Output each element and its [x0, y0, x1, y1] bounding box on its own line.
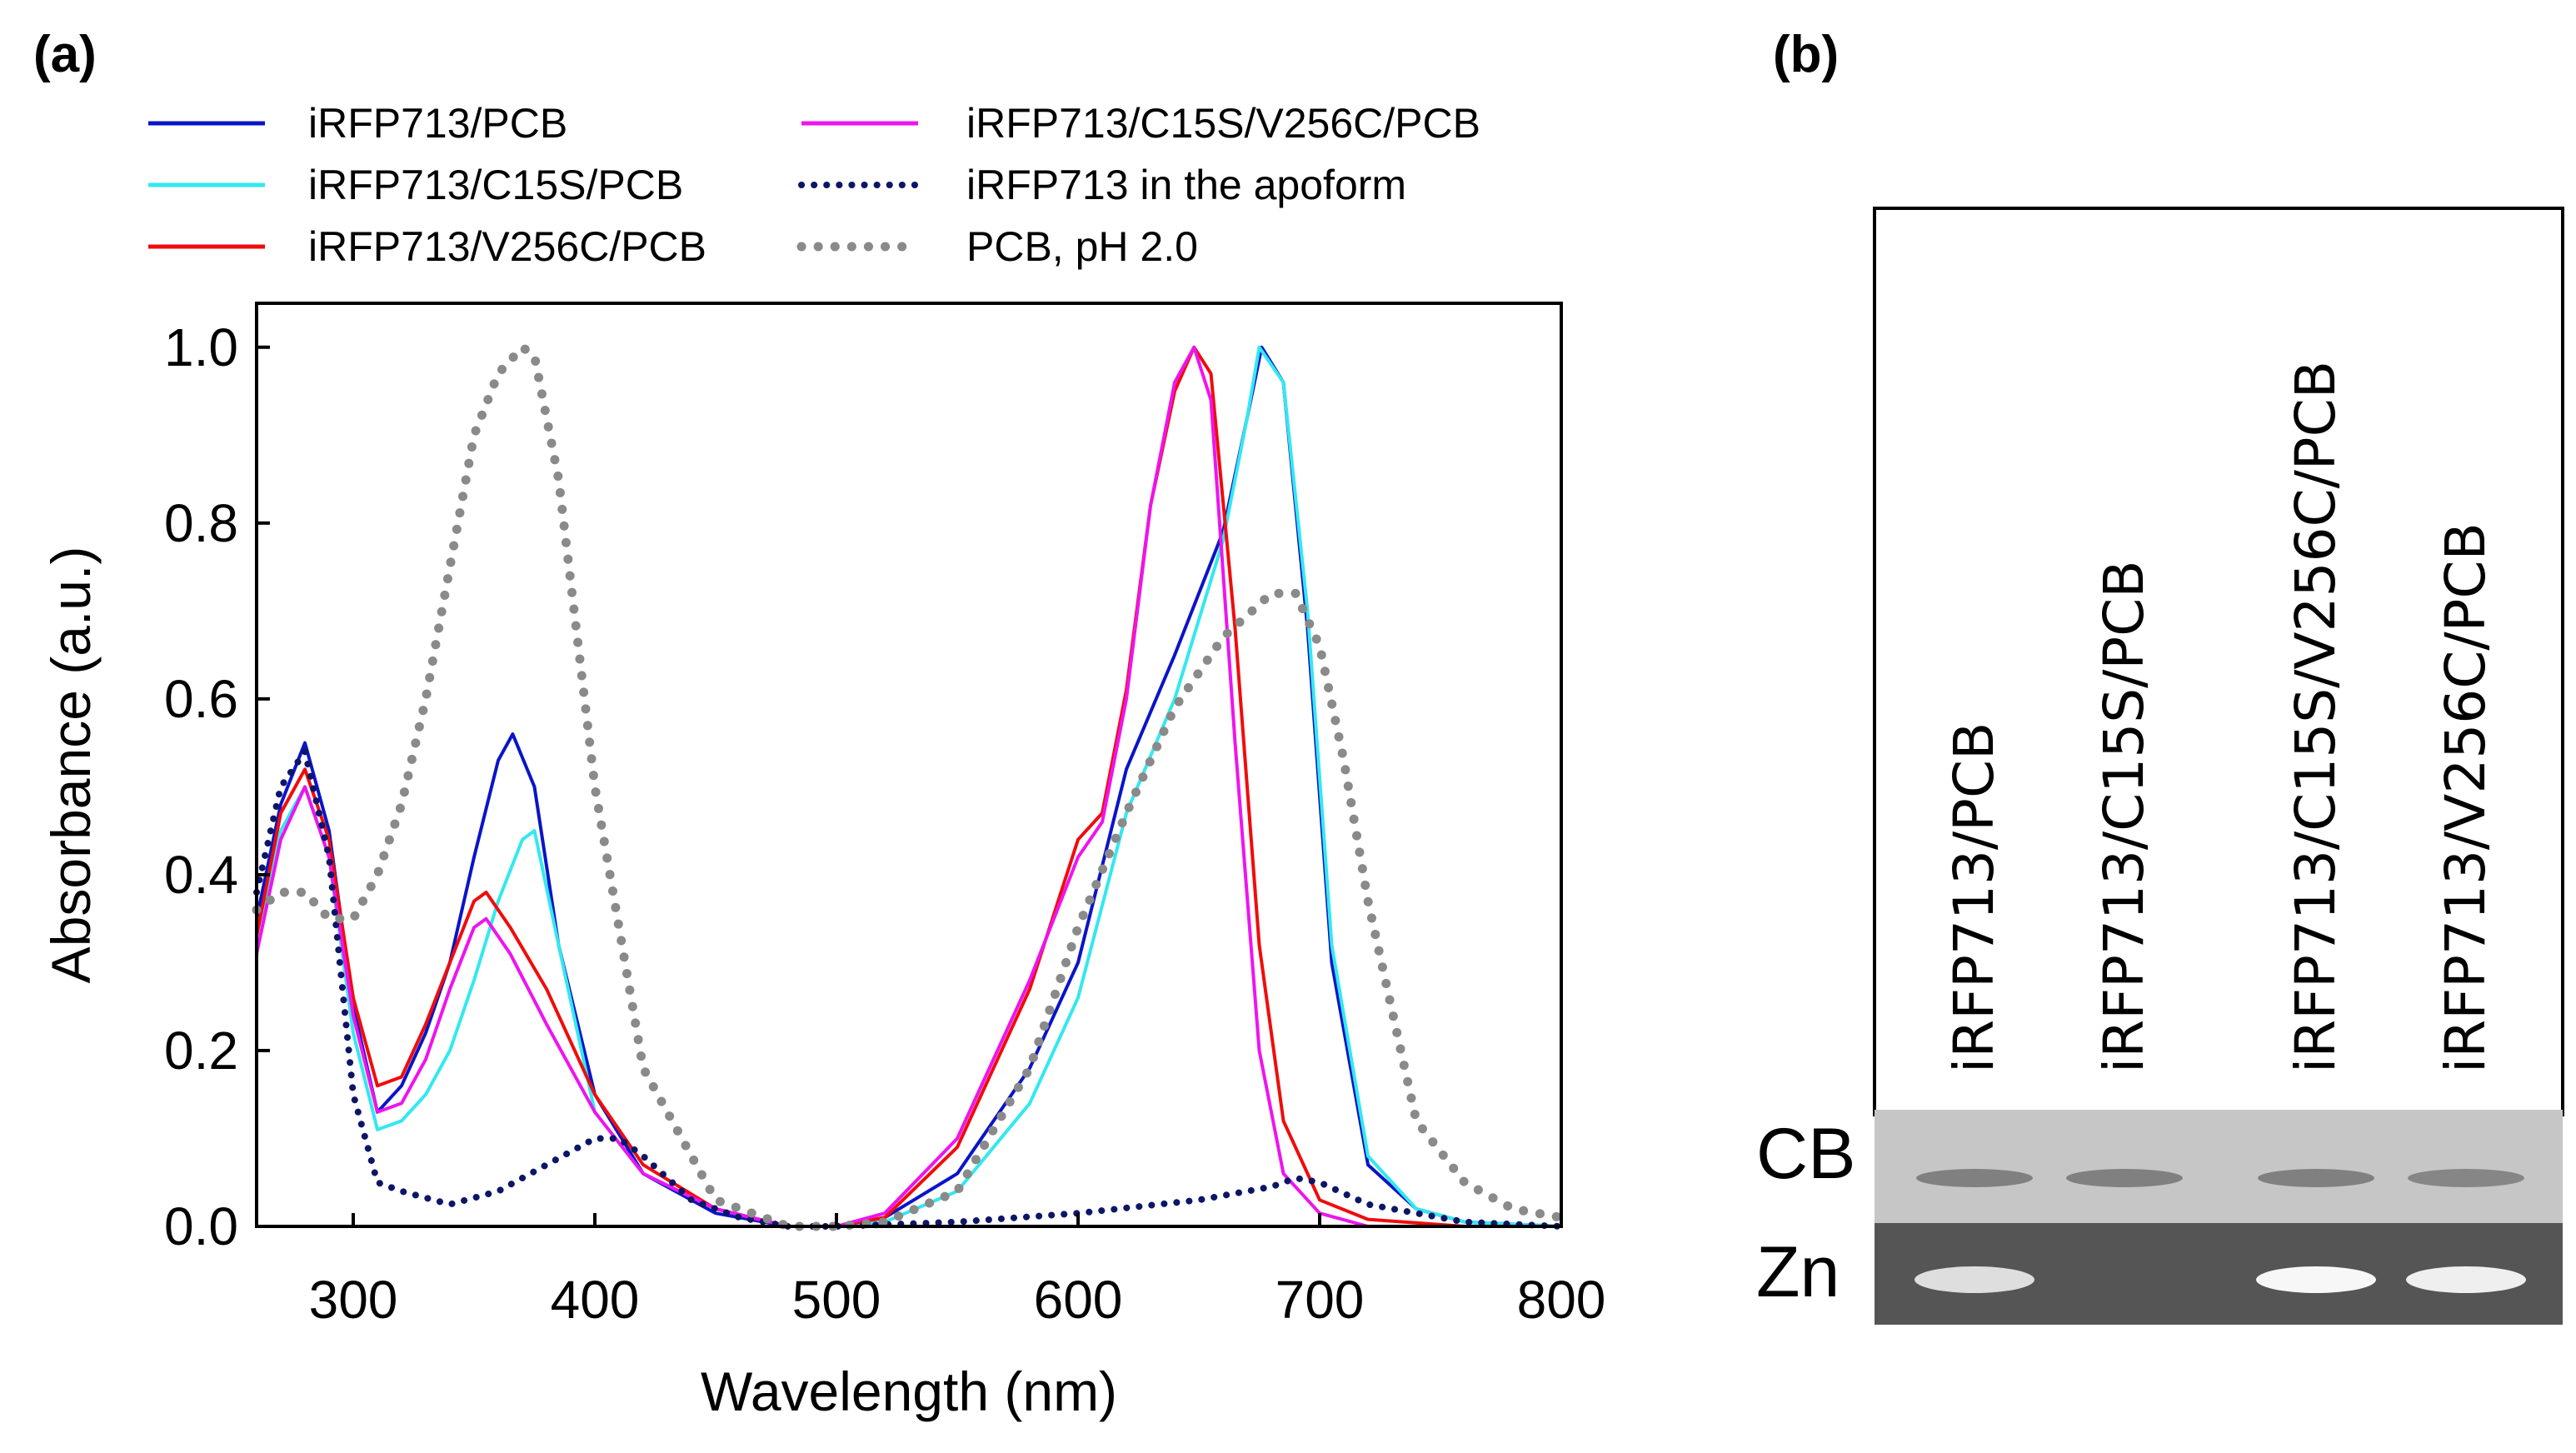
cb-strip	[1875, 1110, 2563, 1223]
legend-label-irfp713-c15s-v256c-pcb: iRFP713/C15S/V256C/PCB	[966, 100, 1480, 147]
lane-label-irfp713-pcb: iRFP713/PCB	[1942, 722, 2006, 1073]
x-tick-label: 400	[551, 1270, 640, 1330]
x-tick-label: 300	[309, 1270, 398, 1330]
y-tick-label: 1.0	[164, 317, 238, 377]
legend-label-irfp713-pcb: iRFP713/PCB	[308, 100, 567, 147]
row-label-zn: Zn	[1756, 1232, 1840, 1312]
cb-band	[1916, 1169, 2033, 1187]
cb-band	[2066, 1169, 2183, 1187]
legend-label-irfp713-in-the-apoform: iRFP713 in the apoform	[966, 162, 1406, 208]
panel-a-label: (a)	[33, 26, 97, 83]
series-line-irfp713-c15s-pcb	[255, 345, 1562, 1228]
legend-label-pcb-ph-2-0: PCB, pH 2.0	[966, 223, 1198, 270]
legend-label-irfp713-c15s-pcb: iRFP713/C15S/PCB	[308, 162, 683, 208]
series-line-irfp713-pcb	[255, 345, 1562, 1228]
cb-band	[2258, 1169, 2374, 1187]
series-line-irfp713-in-the-apoform	[253, 748, 1565, 1230]
x-tick-label: 600	[1034, 1270, 1123, 1330]
x-tick-label: 800	[1517, 1270, 1606, 1330]
ticks: 300 400 500 600 700 800 0.0 0.2 0.4 0.6 0.8 1.0	[164, 317, 1605, 1330]
y-tick-label: 0.6	[164, 669, 238, 729]
zn-band	[2406, 1266, 2526, 1293]
panel-b-label: (b)	[1773, 26, 1839, 83]
y-tick-label: 0.2	[164, 1021, 238, 1081]
lane-label-irfp713-c15s-v256c-pcb: iRFP713/C15S/V256C/PCB	[2284, 361, 2348, 1073]
zn-band	[2256, 1266, 2376, 1293]
zn-band	[1915, 1266, 2034, 1293]
x-axis-title: Wavelength (nm)	[701, 1361, 1117, 1422]
series-layer	[252, 342, 1566, 1231]
absorbance-chart: iRFP713/PCB iRFP713/C15S/PCB iRFP713/V256C…	[40, 100, 1605, 1422]
y-axis-title: Absorbance (a.u.)	[40, 547, 102, 984]
y-tick-label: 0.4	[164, 845, 238, 905]
y-tick-label: 0.8	[164, 493, 238, 553]
plot-frame	[255, 302, 1563, 1228]
legend-label-irfp713-v256c-pcb: iRFP713/V256C/PCB	[308, 223, 706, 270]
y-tick-label: 0.0	[164, 1196, 238, 1256]
lane-labels: iRFP713/PCB iRFP713/C15S/PCB iRFP713/C15S/…	[1942, 361, 2498, 1073]
cb-band	[2408, 1169, 2524, 1187]
series-line-irfp713-v256c-pcb	[255, 345, 1561, 1228]
lane-label-irfp713-v256c-pcb: iRFP713/V256C/PCB	[2434, 522, 2498, 1073]
series-line-irfp713-c15s-v256c-pcb	[255, 345, 1561, 1228]
x-tick-label: 500	[792, 1270, 881, 1330]
series-line-pcb-ph-2-0	[252, 342, 1566, 1231]
x-tick-label: 700	[1276, 1270, 1365, 1330]
row-label-cb: CB	[1756, 1114, 1855, 1194]
gel-frame	[1873, 207, 2564, 1116]
lane-label-irfp713-c15s-pcb: iRFP713/C15S/PCB	[2092, 560, 2156, 1073]
gel-panel: iRFP713/PCB iRFP713/C15S/PCB iRFP713/C15S/…	[1756, 207, 2564, 1325]
bands	[1915, 1169, 2526, 1293]
legend: iRFP713/PCB iRFP713/C15S/PCB iRFP713/V256C…	[148, 100, 1480, 270]
